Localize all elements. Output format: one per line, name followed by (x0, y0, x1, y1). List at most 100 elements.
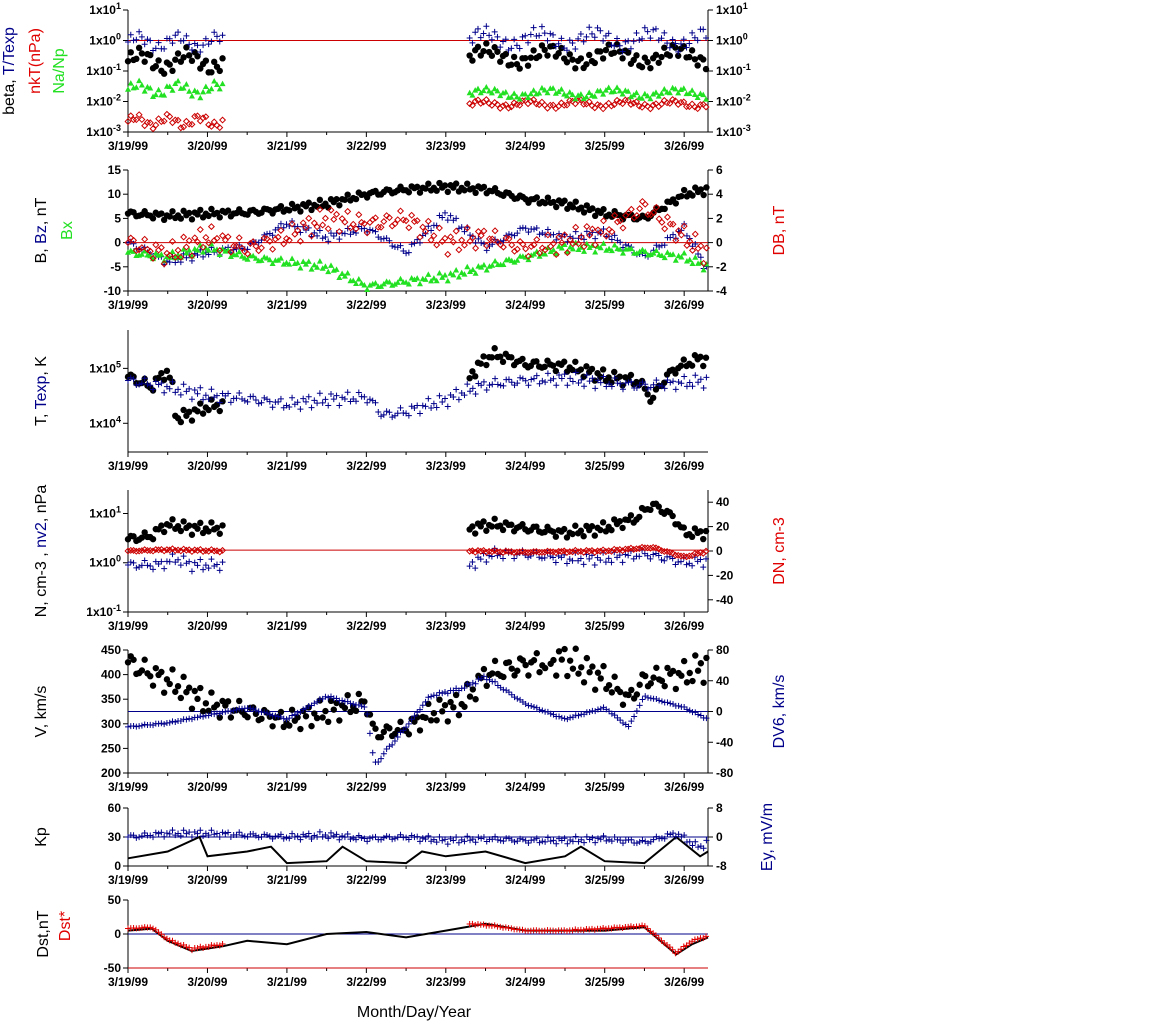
data-point (386, 743, 393, 750)
data-point (685, 552, 693, 560)
data-point (430, 836, 437, 843)
data-point (580, 38, 587, 45)
data-point (389, 243, 396, 250)
data-point (191, 234, 199, 242)
data-point (580, 927, 587, 934)
data-point (147, 924, 154, 931)
x-tick-label: 3/25/99 (585, 975, 625, 989)
data-point (694, 62, 701, 69)
data-point (183, 716, 190, 723)
data-point (199, 410, 207, 417)
data-point (611, 368, 618, 376)
data-point (616, 217, 624, 225)
data-point (567, 714, 574, 721)
data-point (272, 712, 279, 719)
data-point (641, 90, 648, 97)
data-point (155, 86, 162, 93)
data-point (155, 39, 162, 46)
data-point (166, 254, 173, 260)
data-point (569, 245, 576, 252)
data-point (508, 61, 515, 68)
data-point (330, 706, 337, 713)
data-point (605, 41, 612, 48)
data-point (544, 37, 551, 44)
data-point (336, 236, 343, 243)
data-point (383, 833, 390, 840)
data-point (227, 248, 235, 256)
data-point (628, 245, 635, 252)
data-point (378, 413, 385, 420)
data-point (580, 561, 587, 568)
data-point (494, 87, 501, 94)
data-point (606, 380, 613, 387)
data-point (697, 254, 704, 261)
data-point (453, 266, 460, 273)
data-point (233, 395, 240, 402)
data-point (132, 116, 140, 124)
data-point (389, 741, 396, 748)
data-point (330, 232, 337, 239)
data-point (328, 829, 334, 836)
data-point (553, 236, 560, 243)
data-point (619, 720, 626, 727)
data-point (608, 213, 616, 220)
data-point (480, 227, 488, 235)
data-point (625, 88, 632, 94)
data-point (397, 404, 404, 411)
data-point (633, 30, 640, 37)
data-point (360, 220, 368, 228)
panel-p3: 3/19/99 3/20/99 3/21/99 3/22/99 3/23/99 3/24/… (33, 330, 710, 473)
data-point (197, 400, 204, 407)
data-point (314, 232, 321, 239)
data-point (508, 354, 515, 361)
data-point (305, 393, 312, 400)
data-point (319, 265, 326, 271)
data-point (563, 927, 570, 934)
data-point (600, 226, 607, 233)
data-point (474, 25, 481, 32)
data-point (428, 227, 435, 234)
data-point (449, 238, 457, 246)
data-point (136, 28, 143, 35)
data-point (194, 112, 202, 120)
data-point (511, 232, 518, 239)
data-point (541, 927, 548, 934)
data-point (194, 211, 201, 218)
x-tick-label: 3/21/99 (267, 780, 307, 794)
data-point (321, 214, 329, 222)
data-point (577, 527, 585, 534)
data-point (599, 546, 607, 554)
data-point (452, 180, 460, 187)
y-right-tick-label: -4 (716, 284, 727, 298)
data-point (200, 713, 207, 720)
data-point (141, 235, 149, 243)
data-point (680, 98, 688, 106)
y-tick-label: 350 (101, 692, 121, 706)
data-point (341, 196, 349, 203)
data-point (636, 382, 643, 389)
data-point (472, 244, 480, 252)
y-right-tick-label: 0 (716, 236, 723, 250)
data-point (546, 101, 554, 109)
data-point (468, 101, 476, 109)
data-point (691, 230, 699, 238)
data-point (483, 386, 490, 393)
data-point (658, 100, 666, 108)
data-point (544, 370, 551, 377)
data-point (608, 236, 615, 243)
data-point (600, 206, 607, 213)
data-point (172, 32, 179, 39)
data-point (197, 94, 204, 101)
data-point (258, 257, 265, 263)
data-point (599, 55, 607, 62)
data-point (677, 558, 684, 565)
data-point (678, 192, 685, 200)
data-point (344, 269, 351, 276)
data-point (625, 723, 632, 730)
data-point (455, 839, 462, 846)
x-tick-label: 3/19/99 (108, 459, 148, 473)
data-point (603, 383, 610, 390)
data-point (633, 250, 640, 256)
data-point (169, 516, 176, 523)
data-point (216, 407, 223, 415)
